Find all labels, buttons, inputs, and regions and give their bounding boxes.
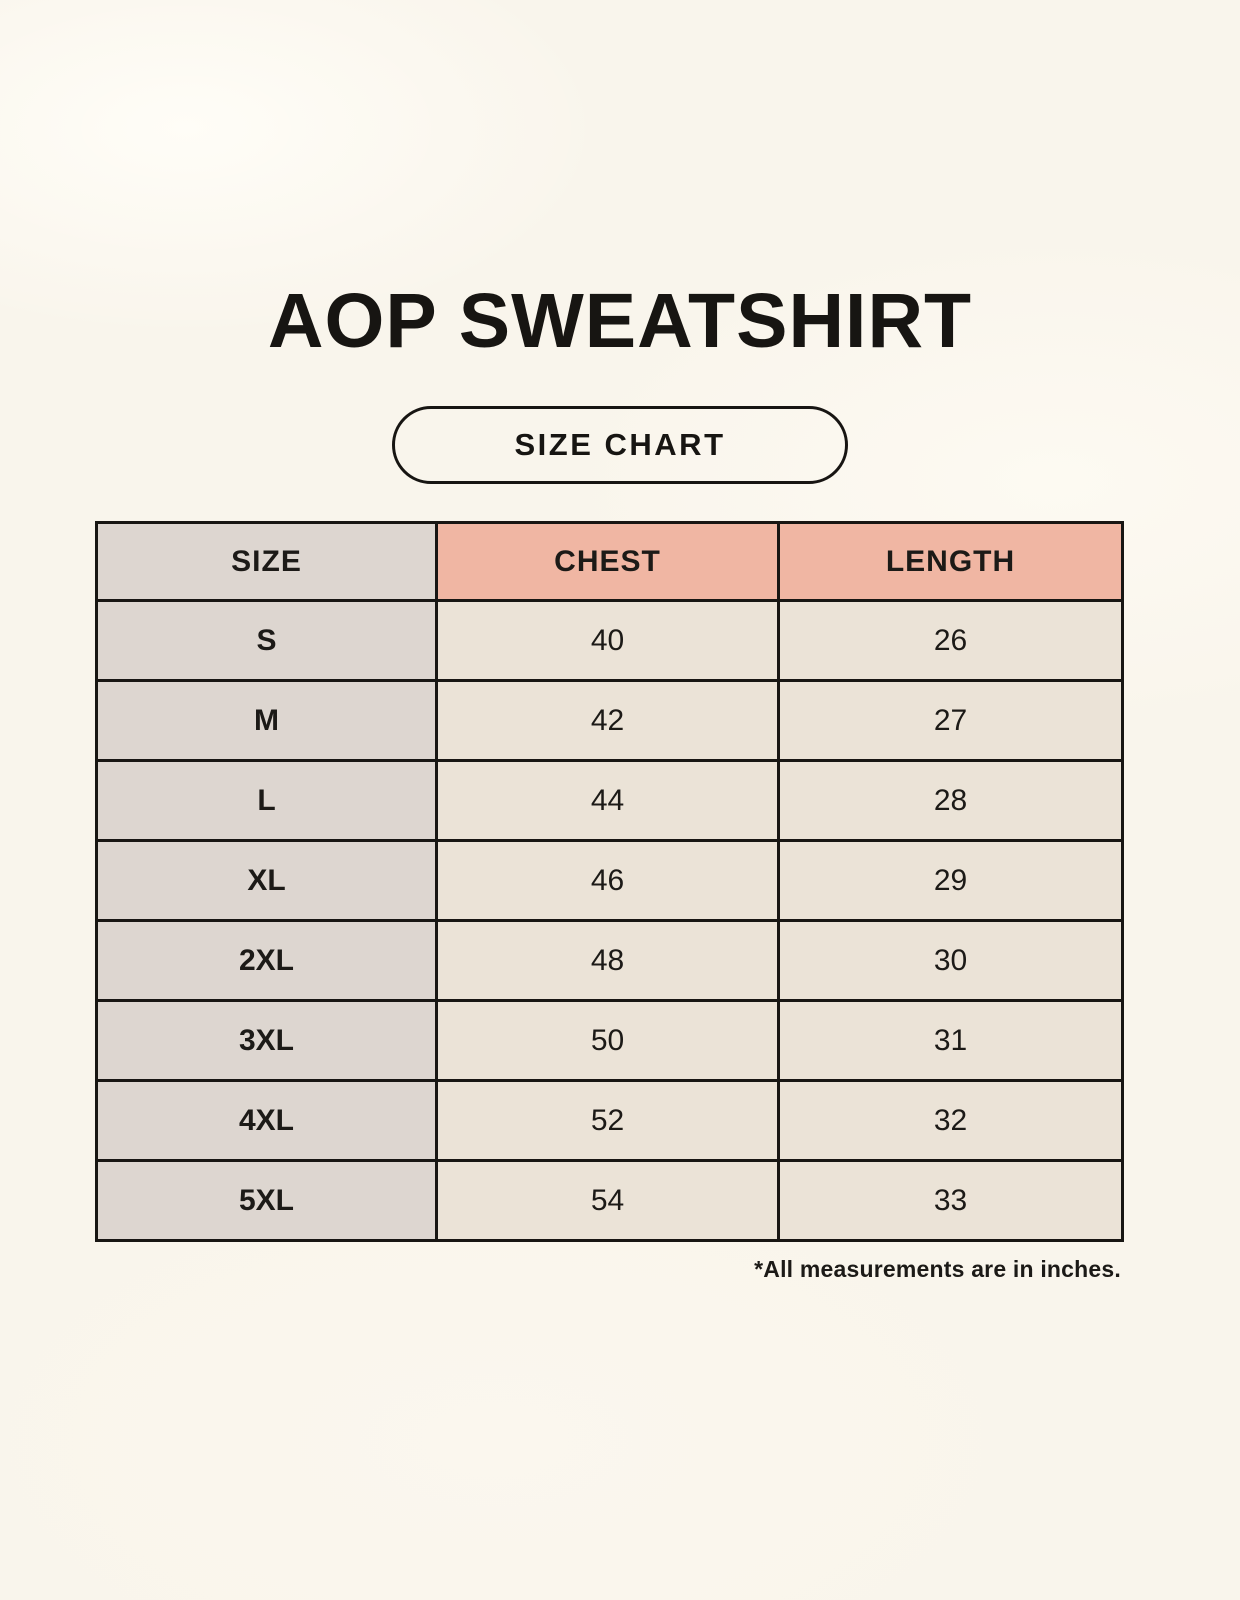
chest-cell: 42	[435, 679, 780, 762]
chest-cell: 44	[435, 759, 780, 842]
size-cell: M	[95, 679, 438, 762]
table-row: S 40 26	[95, 599, 1124, 682]
table-row: XL 46 29	[95, 839, 1124, 922]
length-cell: 30	[777, 919, 1124, 1002]
column-header-chest: CHEST	[435, 521, 780, 602]
table-row: 4XL 52 32	[95, 1079, 1124, 1162]
table-row: M 42 27	[95, 679, 1124, 762]
length-cell: 33	[777, 1159, 1124, 1242]
size-cell: S	[95, 599, 438, 682]
column-header-size: SIZE	[95, 521, 438, 602]
table-header-row: SIZE CHEST LENGTH	[95, 521, 1124, 602]
chest-cell: 54	[435, 1159, 780, 1242]
table-row: 5XL 54 33	[95, 1159, 1124, 1242]
length-cell: 32	[777, 1079, 1124, 1162]
size-chart-table: SIZE CHEST LENGTH S 40 26 M 42 27 L 44 28 XL 46 29 2…	[95, 521, 1124, 1242]
size-chart-badge: SIZE CHART	[392, 406, 848, 484]
size-cell: XL	[95, 839, 438, 922]
size-cell: 3XL	[95, 999, 438, 1082]
size-cell: L	[95, 759, 438, 842]
length-cell: 26	[777, 599, 1124, 682]
column-header-length: LENGTH	[777, 521, 1124, 602]
table-row: 3XL 50 31	[95, 999, 1124, 1082]
table-row: 2XL 48 30	[95, 919, 1124, 1002]
length-cell: 28	[777, 759, 1124, 842]
size-cell: 4XL	[95, 1079, 438, 1162]
chest-cell: 48	[435, 919, 780, 1002]
length-cell: 27	[777, 679, 1124, 762]
size-cell: 2XL	[95, 919, 438, 1002]
page-title: AOP SWEATSHIRT	[267, 278, 973, 364]
chest-cell: 52	[435, 1079, 780, 1162]
table-row: L 44 28	[95, 759, 1124, 842]
size-chart-table-container: SIZE CHEST LENGTH S 40 26 M 42 27 L 44 28 XL 46 29 2…	[95, 521, 1124, 1242]
length-cell: 31	[777, 999, 1124, 1082]
chest-cell: 40	[435, 599, 780, 682]
chest-cell: 46	[435, 839, 780, 922]
chest-cell: 50	[435, 999, 780, 1082]
page-header: AOP SWEATSHIRT SIZE CHART	[0, 0, 1240, 484]
size-chart-badge-label: SIZE CHART	[514, 427, 726, 462]
length-cell: 29	[777, 839, 1124, 922]
size-cell: 5XL	[95, 1159, 438, 1242]
table-body: S 40 26 M 42 27 L 44 28 XL 46 29 2XL 48 30 3XL 50 31 4XL 52…	[95, 599, 1124, 1242]
measurements-footnote: *All measurements are in inches.	[754, 1256, 1121, 1282]
